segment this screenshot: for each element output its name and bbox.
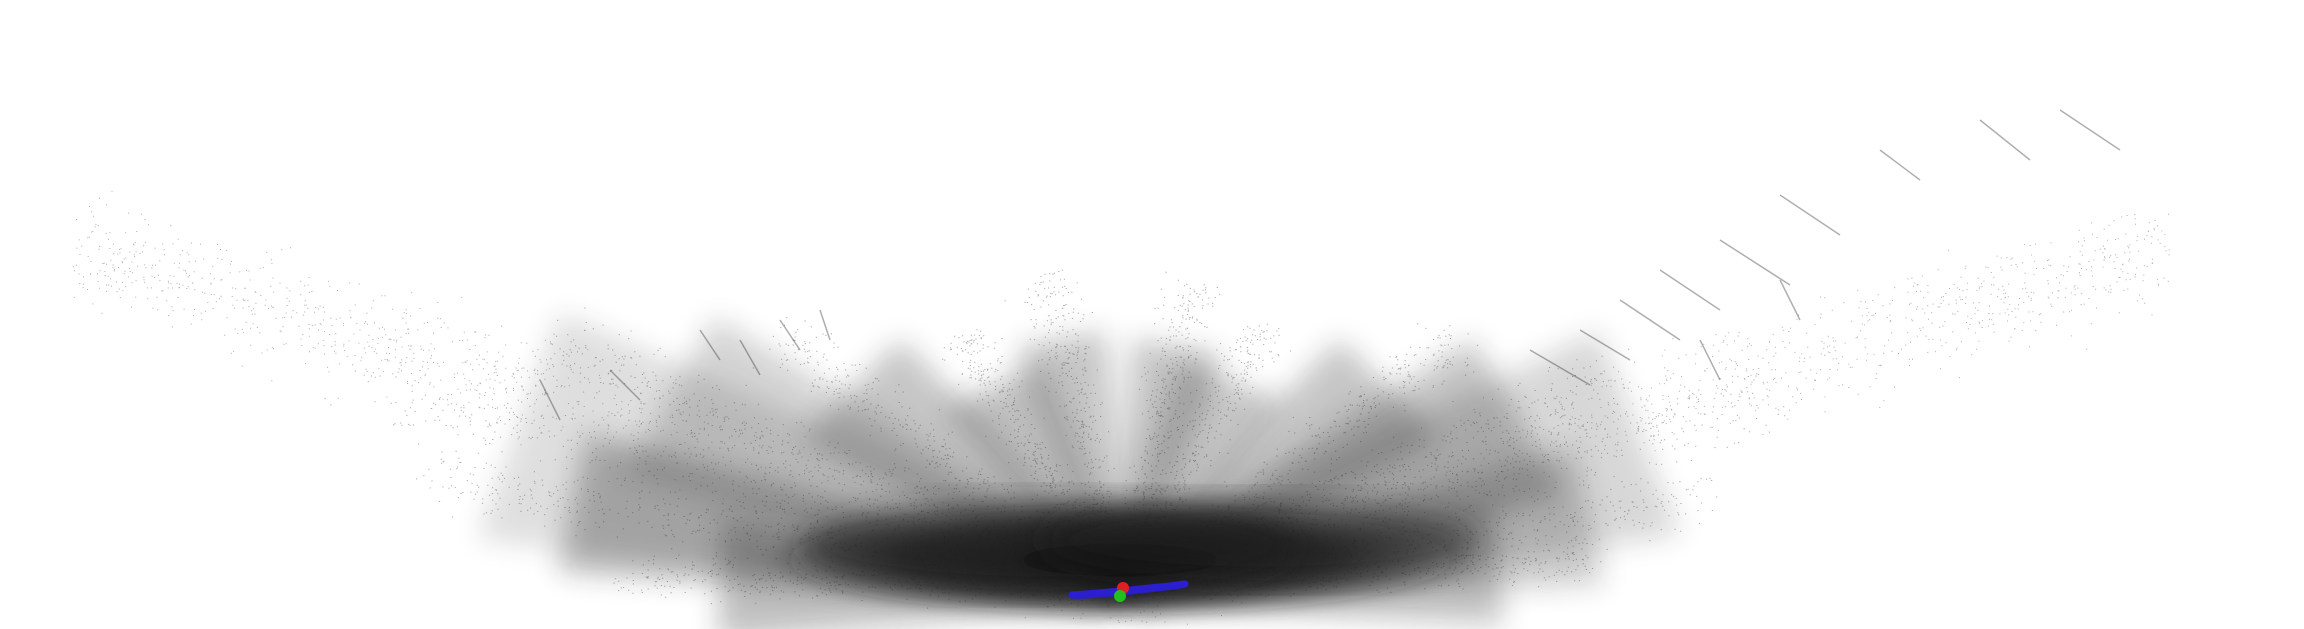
streak-line [1719,239,1791,286]
point-cloud-density [477,313,1681,629]
streak-line [1659,269,1721,311]
camera-trajectory [1068,580,1189,600]
streak-line [1779,279,1801,321]
streak-line [2059,109,2121,151]
streak-line [1619,299,1681,341]
point-cloud-streaks [539,109,2121,421]
streak-line [699,329,721,361]
streak-line [739,339,761,376]
streak-line [1529,349,1591,386]
streak-line [1579,329,1631,361]
streak-line [1779,194,1841,236]
streak-line [1699,339,1721,381]
end-marker [1114,590,1126,602]
streak-line [539,379,561,421]
streak-line [609,369,641,401]
trajectory-line-detail [1073,585,1184,600]
streak-line [819,309,831,341]
streak-line [779,319,801,351]
scatter-points [72,190,2170,625]
streak-line [1979,119,2031,161]
point-cloud-points [72,190,2170,625]
density-core [1040,500,1480,580]
streak-line [1879,149,1921,181]
trajectory-line [1068,580,1189,599]
